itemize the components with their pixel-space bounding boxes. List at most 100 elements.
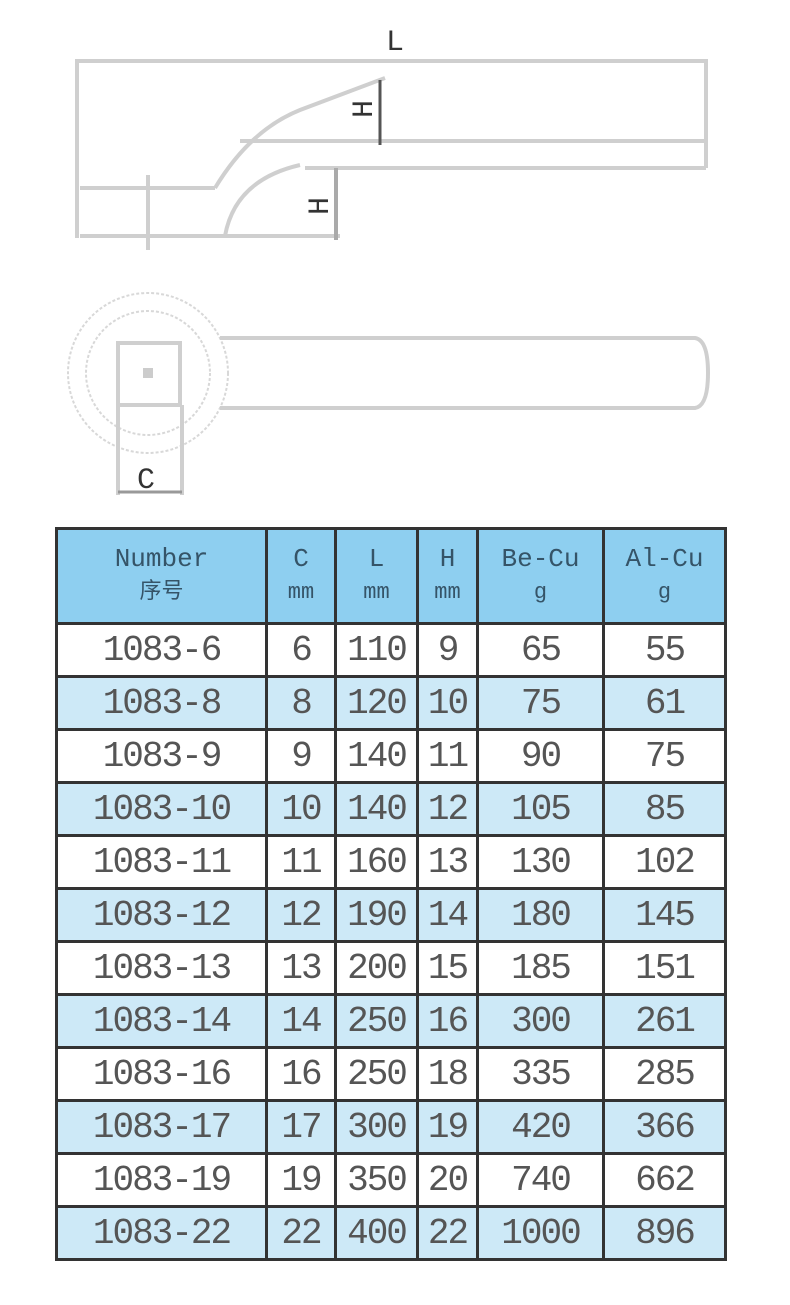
table-row: 1083-12 12 190 14 180 145 — [55, 887, 727, 943]
header-label: C — [293, 544, 309, 574]
column-header: Number 序号 — [55, 527, 268, 625]
label-l: L — [386, 26, 404, 60]
table-cell: 110 — [334, 622, 419, 678]
table-cell: 130 — [476, 834, 605, 890]
table-cell: 75 — [476, 675, 605, 731]
table-row: 1083-10 10 140 12 105 85 — [55, 781, 727, 837]
table-cell: 285 — [602, 1046, 727, 1102]
table-cell: 190 — [334, 887, 419, 943]
table-cell: 22 — [265, 1205, 337, 1261]
table-row: 1083-11 11 160 13 130 102 — [55, 834, 727, 890]
table-cell: 15 — [416, 940, 479, 996]
table-cell: 145 — [602, 887, 727, 943]
header-label: Be-Cu — [501, 544, 580, 574]
label-h-head: H — [304, 197, 338, 215]
table-cell: 75 — [602, 728, 727, 784]
table-row: 1083-13 13 200 15 185 151 — [55, 940, 727, 996]
table-cell: 12 — [265, 887, 337, 943]
table-row: 1083-14 14 250 16 300 261 — [55, 993, 727, 1049]
table-cell: 13 — [416, 834, 479, 890]
table-row: 1083-19 19 350 20 740 662 — [55, 1152, 727, 1208]
header-unit: g — [657, 580, 672, 605]
side-view: L H H — [75, 26, 708, 250]
table-cell: 17 — [265, 1099, 337, 1155]
table-cell: 300 — [334, 1099, 419, 1155]
table-cell: 1083-19 — [55, 1152, 268, 1208]
table-cell: 105 — [476, 781, 605, 837]
table-cell: 1083-22 — [55, 1205, 268, 1261]
table-cell: 19 — [265, 1152, 337, 1208]
table-cell: 420 — [476, 1099, 605, 1155]
table-cell: 10 — [265, 781, 337, 837]
table-cell: 10 — [416, 675, 479, 731]
label-c: C — [137, 464, 155, 498]
table-cell: 250 — [334, 993, 419, 1049]
table-row: 1083-8 8 120 10 75 61 — [55, 675, 727, 731]
table-cell: 14 — [416, 887, 479, 943]
table-cell: 335 — [476, 1046, 605, 1102]
header-unit: mm — [287, 580, 315, 605]
table-row: 1083-22 22 400 22 1000 896 — [55, 1205, 727, 1261]
table-cell: 9 — [265, 728, 337, 784]
header-label: H — [439, 544, 456, 574]
table-cell: 1083-13 — [55, 940, 268, 996]
table-cell: 1083-14 — [55, 993, 268, 1049]
table-cell: 20 — [416, 1152, 479, 1208]
label-h-angle: H — [348, 100, 382, 118]
header-unit: g — [533, 580, 548, 605]
table-cell: 1083-10 — [55, 781, 268, 837]
table-cell: 19 — [416, 1099, 479, 1155]
table-cell: 185 — [476, 940, 605, 996]
table-cell: 1083-12 — [55, 887, 268, 943]
table-cell: 13 — [265, 940, 337, 996]
table-row: 1083-17 17 300 19 420 366 — [55, 1099, 727, 1155]
table-cell: 261 — [602, 993, 727, 1049]
table-cell: 90 — [476, 728, 605, 784]
table-cell: 1083-11 — [55, 834, 268, 890]
table-cell: 350 — [334, 1152, 419, 1208]
table-cell: 151 — [602, 940, 727, 996]
table-cell: 1083-16 — [55, 1046, 268, 1102]
top-view: C — [67, 292, 711, 498]
header-unit: mm — [363, 580, 390, 605]
table-cell: 896 — [602, 1205, 727, 1261]
table-cell: 366 — [602, 1099, 727, 1155]
table-cell: 8 — [265, 675, 337, 731]
header-label: L — [368, 544, 385, 574]
table-cell: 1083-17 — [55, 1099, 268, 1155]
table-cell: 102 — [602, 834, 727, 890]
table-cell: 61 — [602, 675, 727, 731]
table-row: 1083-9 9 140 11 90 75 — [55, 728, 727, 784]
header-unit: mm — [434, 580, 461, 605]
table-row: 1083-6 6 110 9 65 55 — [55, 622, 727, 678]
wrench-technical-drawing: L H H C — [67, 26, 711, 498]
table-cell: 1083-9 — [55, 728, 268, 784]
table-cell: 140 — [334, 728, 419, 784]
table-cell: 65 — [476, 622, 605, 678]
table-cell: 140 — [334, 781, 419, 837]
table-cell: 1083-8 — [55, 675, 268, 731]
table-cell: 740 — [476, 1152, 605, 1208]
table-cell: 250 — [334, 1046, 419, 1102]
table-cell: 18 — [416, 1046, 479, 1102]
table-cell: 11 — [416, 728, 479, 784]
table-cell: 120 — [334, 675, 419, 731]
table-cell: 300 — [476, 993, 605, 1049]
header-unit: 序号 — [139, 580, 184, 605]
column-header: Be-Cu g — [476, 527, 605, 625]
table-cell: 160 — [334, 834, 419, 890]
table-row: 1083-16 16 250 18 335 285 — [55, 1046, 727, 1102]
table-cell: 55 — [602, 622, 727, 678]
table-cell: 16 — [265, 1046, 337, 1102]
table-cell: 14 — [265, 993, 337, 1049]
header-label: Al-Cu — [625, 544, 704, 574]
header-label: Number — [114, 544, 209, 574]
table-cell: 1083-6 — [55, 622, 268, 678]
table-cell: 400 — [334, 1205, 419, 1261]
table-cell: 1000 — [476, 1205, 605, 1261]
table-cell: 11 — [265, 834, 337, 890]
column-header: Al-Cu g — [602, 527, 727, 625]
